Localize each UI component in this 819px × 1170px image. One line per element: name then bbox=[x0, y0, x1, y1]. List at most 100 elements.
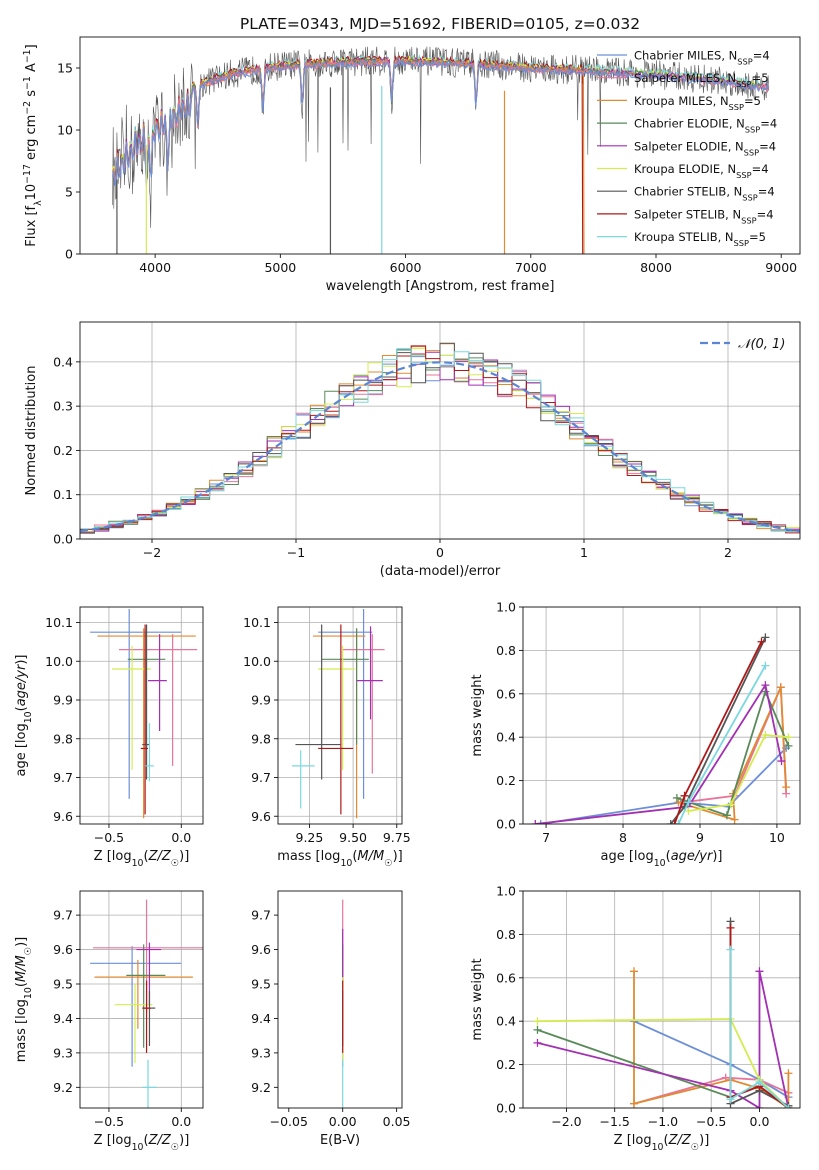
y-tick-label: 9.6 bbox=[53, 809, 73, 824]
mass-weight-marker bbox=[629, 967, 638, 976]
x-axis-label: mass [log10(M/M☉)] bbox=[277, 849, 403, 869]
mass-weight-marker bbox=[684, 798, 693, 807]
x-tick-label: 9.75 bbox=[383, 830, 411, 845]
y-tick-label: 5 bbox=[65, 185, 73, 200]
axes-frame bbox=[79, 36, 801, 255]
legend-label: Chabrier MILES, NSSP=4 bbox=[634, 49, 770, 67]
label-part: SSP bbox=[729, 102, 744, 112]
y-tick-label: 9.4 bbox=[53, 1011, 73, 1026]
label-part: 10 bbox=[132, 1142, 144, 1153]
label-part: A bbox=[24, 63, 39, 76]
y-tick-label: 0.4 bbox=[496, 1014, 516, 1029]
y-tick-label: 0.2 bbox=[53, 443, 73, 458]
label-part: mass weight bbox=[470, 958, 485, 1040]
label-part: SSP bbox=[736, 170, 751, 180]
y-tick-label: 9.6 bbox=[251, 942, 271, 957]
mass-weight-line bbox=[537, 971, 790, 1108]
x-tick-label: 0.00 bbox=[329, 1114, 357, 1129]
label-part: λ bbox=[33, 200, 44, 206]
label-part: age/yr bbox=[14, 663, 29, 706]
y-tick-label: 0.2 bbox=[496, 773, 516, 788]
x-axis-label: (data-model)/error bbox=[380, 564, 501, 579]
y-tick-label: 10.0 bbox=[243, 654, 271, 669]
y-tick-label: 0 bbox=[65, 247, 73, 262]
x-tick-label: −1 bbox=[287, 545, 305, 560]
mass-weight-marker bbox=[726, 800, 735, 809]
x-tick-label: −2 bbox=[143, 545, 161, 560]
plots-layer: 4000 5000 6000 7000 8000 9000051015wavelength… bbox=[14, 36, 801, 1153]
label-part: mass [log bbox=[14, 999, 29, 1062]
mass-weight-marker bbox=[674, 798, 683, 807]
plot-area bbox=[291, 608, 385, 819]
y-tick-label: 9.6 bbox=[251, 809, 271, 824]
x-tick-label: 2 bbox=[724, 545, 732, 560]
x-tick-label: −0.5 bbox=[94, 1114, 124, 1129]
mass-weight-marker bbox=[531, 820, 540, 824]
y-tick-label: 0.0 bbox=[53, 532, 73, 547]
label-part: SSP bbox=[737, 57, 752, 67]
label-part: Flux [f bbox=[24, 205, 39, 246]
label-part: SSP bbox=[742, 193, 757, 203]
y-tick-label: 0.0 bbox=[496, 817, 516, 832]
label-part: ( bbox=[14, 982, 29, 987]
mass-weight-marker bbox=[784, 1104, 793, 1108]
y-tick-label: 10.1 bbox=[45, 615, 73, 630]
label-part: −2 bbox=[22, 101, 33, 115]
y-tick-label: 9.5 bbox=[53, 977, 73, 992]
mass-weight-marker bbox=[730, 815, 739, 824]
chart-age_vs_Z: −0.5 0.09.69.79.89.910.010.1Z [log10(Z/Z☉… bbox=[14, 606, 204, 869]
label-part: −1 bbox=[22, 76, 33, 90]
figure-title: PLATE=0343, MJD=51692, FIBERID=0105, z=0… bbox=[240, 15, 640, 33]
y-tick-label: 9.7 bbox=[251, 908, 271, 923]
x-axis-label: E(B-V) bbox=[320, 1133, 360, 1148]
y-tick-label: 0.2 bbox=[496, 1057, 516, 1072]
legend-label: Salpeter MILES, NSSP=5 bbox=[634, 71, 769, 89]
mass-weight-line bbox=[729, 949, 790, 1108]
y-axis-label: mass weight bbox=[470, 674, 485, 756]
y-axis-label: Normed distribution bbox=[24, 366, 39, 496]
y-tick-label: 9.3 bbox=[251, 1045, 271, 1060]
label-part: )] bbox=[393, 849, 403, 864]
y-tick-label: 9.9 bbox=[251, 693, 271, 708]
x-tick-label: 0.0 bbox=[171, 830, 191, 845]
label-part: SSP bbox=[744, 147, 759, 157]
label-part: ( bbox=[664, 1133, 669, 1148]
label-part: erg cm bbox=[24, 115, 39, 164]
x-tick-label: 9 bbox=[696, 830, 704, 845]
x-tick-label: 8 bbox=[619, 830, 627, 845]
plot-area bbox=[90, 608, 198, 819]
y-tick-label: 9.8 bbox=[251, 731, 271, 746]
mass-weight-marker bbox=[784, 741, 793, 750]
axes-frame bbox=[522, 890, 801, 1109]
mass-weight-marker bbox=[533, 1038, 542, 1047]
normal-curve bbox=[80, 361, 800, 533]
mass-weight-marker bbox=[629, 1099, 638, 1108]
x-axis-label: wavelength [Angstrom, rest frame] bbox=[326, 279, 555, 294]
x-tick-label: 10 bbox=[769, 830, 785, 845]
x-tick-label: 9.50 bbox=[339, 830, 367, 845]
label-part: Z [log bbox=[94, 1133, 132, 1148]
mass-weight-marker bbox=[533, 1025, 542, 1034]
chart-residuals: −2 −1 0 1 2 0.0 0.1 0.2 0.3 0.4 (data-model)/error… bbox=[24, 321, 801, 579]
x-tick-label: 6000 bbox=[390, 260, 422, 275]
label-part: Chabrier MILES, N bbox=[634, 49, 737, 63]
y-tick-label: 9.7 bbox=[53, 908, 73, 923]
mass-weight-marker bbox=[684, 806, 693, 815]
mass-weight-marker bbox=[777, 757, 786, 766]
legend-label: Kroupa ELODIE, NSSP=4 bbox=[634, 162, 769, 180]
label-part: )] bbox=[179, 849, 189, 864]
y-tick-label: 0.8 bbox=[496, 643, 516, 658]
y-tick-label: 9.4 bbox=[251, 1011, 271, 1026]
label-part: SSP bbox=[734, 238, 749, 248]
label-part: SSP bbox=[736, 79, 751, 89]
mass-weight-marker bbox=[761, 633, 770, 642]
label-part: Kroupa MILES, N bbox=[634, 94, 729, 108]
x-tick-label: −1.5 bbox=[600, 1114, 630, 1129]
label-part: =4 bbox=[758, 185, 775, 199]
label-part: 10 bbox=[23, 711, 34, 723]
label-part: Z/Z bbox=[148, 849, 172, 864]
label-part: ☉ bbox=[23, 947, 34, 955]
label-part: 10 bbox=[24, 184, 39, 201]
